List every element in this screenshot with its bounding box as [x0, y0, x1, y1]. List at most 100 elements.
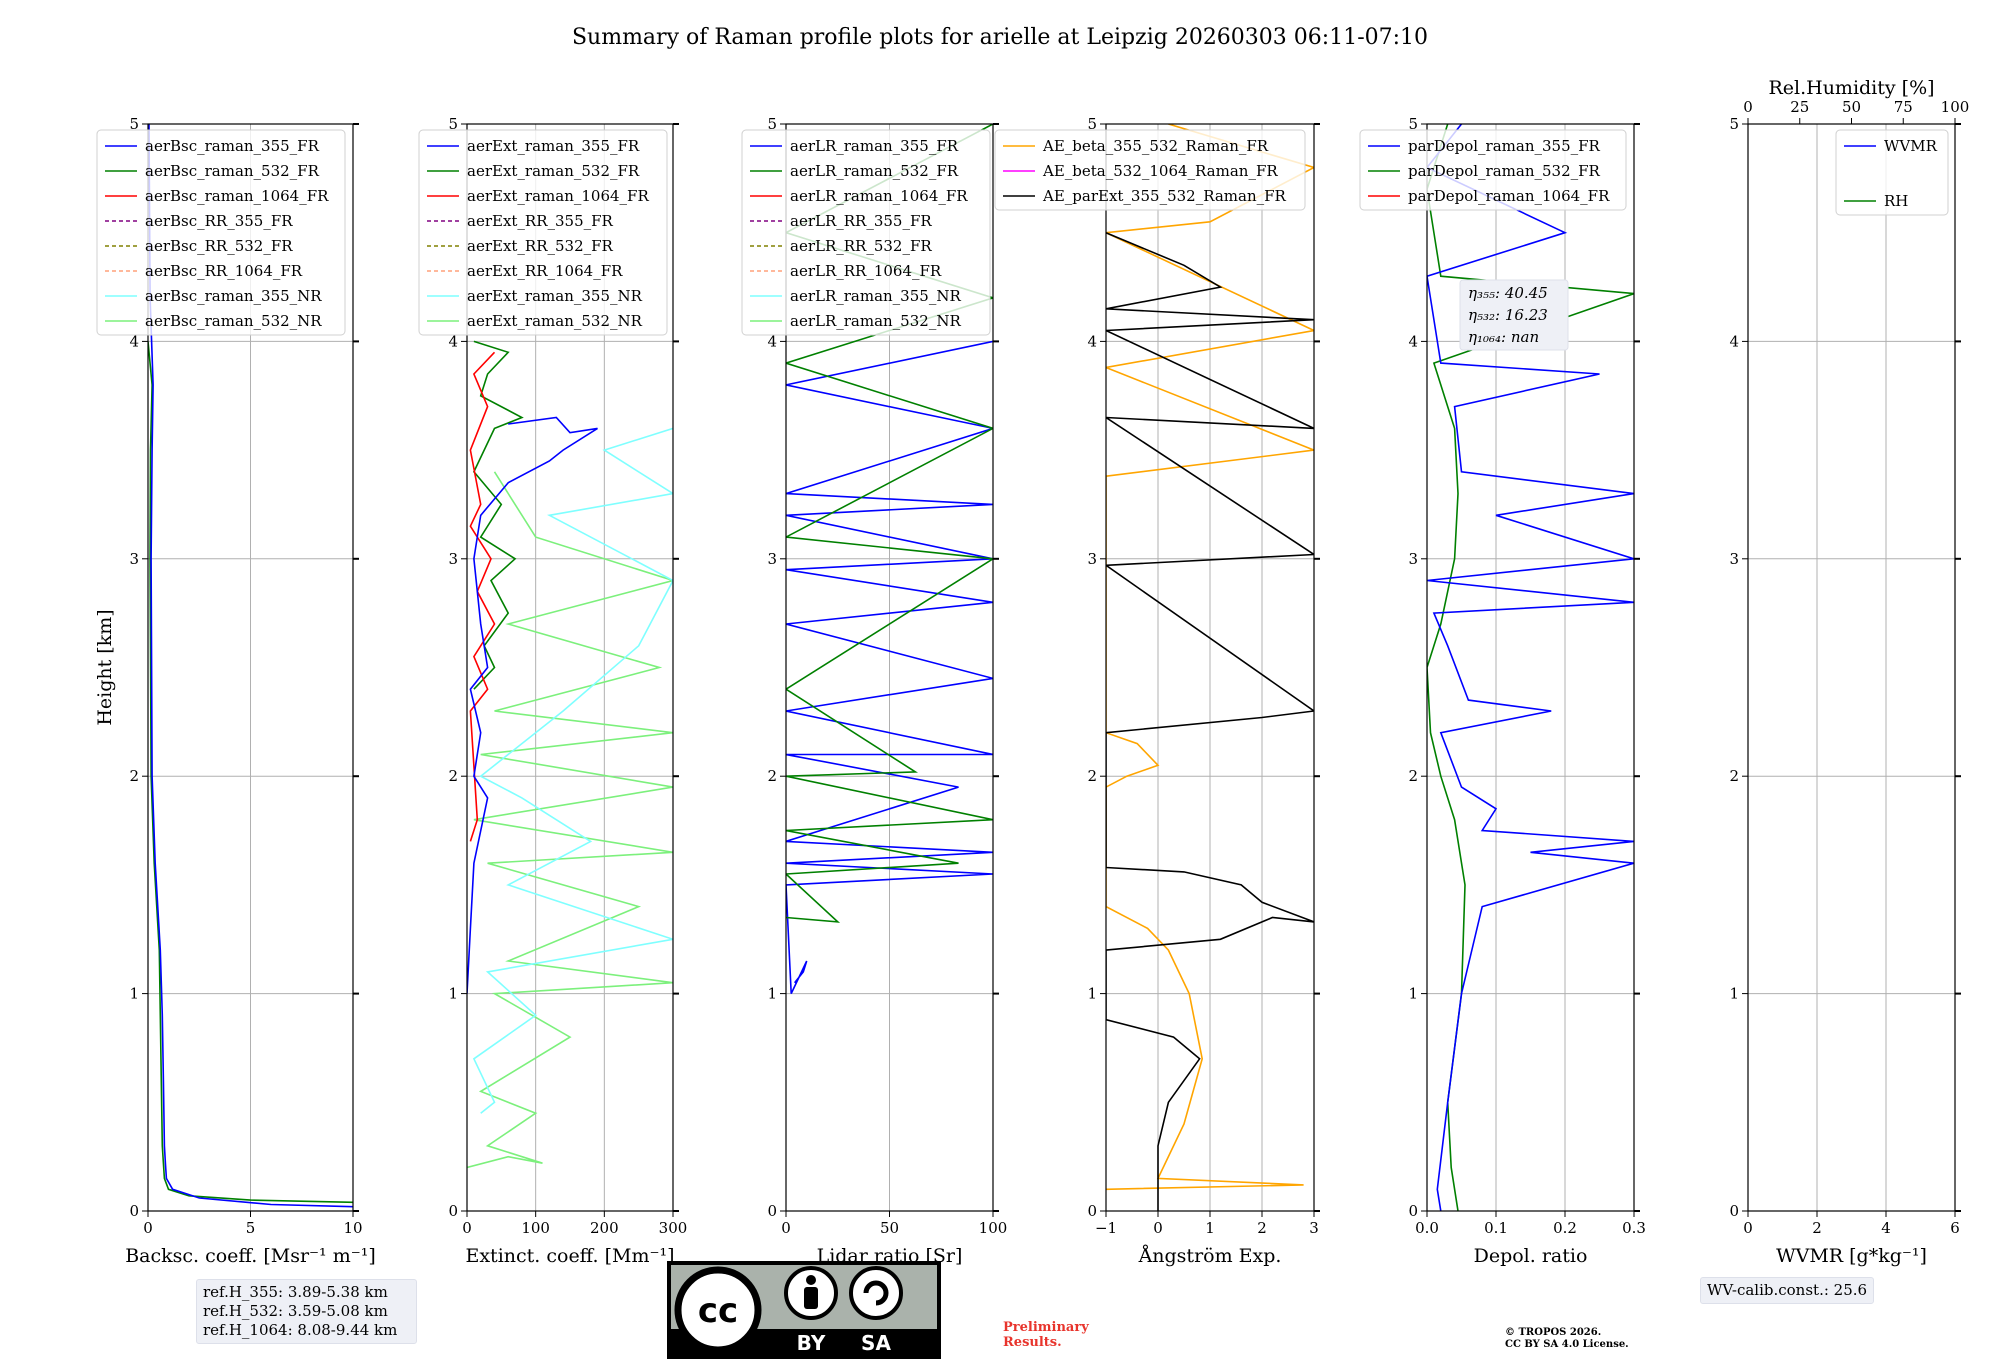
x-tick-label: 0	[462, 1219, 472, 1237]
y-tick-label: 1	[448, 985, 458, 1003]
wv-calib-const: WV-calib.const.: 25.6	[1707, 1281, 1868, 1299]
y-tick-label: 0	[767, 1202, 777, 1220]
y-tick-label: 0	[1087, 1202, 1097, 1220]
y-tick-label: 3	[1408, 550, 1418, 568]
x-tick-label: 200	[590, 1219, 619, 1237]
preliminary-line-2: Results.	[1003, 1335, 1062, 1350]
y-tick-label: 4	[767, 332, 777, 350]
legend-box	[994, 129, 1306, 211]
y-tick-label: 1	[1729, 985, 1739, 1003]
x-axis-label: Ångström Exp.	[1138, 1245, 1282, 1267]
legend-label: aerLR_raman_532_NR	[790, 312, 961, 330]
copyright-note: © TROPOS 2026. CC BY SA 4.0 License.	[1505, 1327, 1629, 1351]
legend-label: aerBsc_raman_532_FR	[145, 162, 320, 180]
y-tick-label: 5	[1729, 115, 1739, 133]
y-tick-label: 3	[767, 550, 777, 568]
figure-title: Summary of Raman profile plots for ariel…	[572, 25, 1428, 50]
y-tick-label: 1	[1408, 985, 1418, 1003]
x-tick-label: 0.3	[1622, 1219, 1646, 1237]
y-tick-label: 5	[767, 115, 777, 133]
sa-share-icon	[849, 1266, 903, 1320]
ref-height-355: ref.H_355: 3.89-5.38 km	[203, 1283, 388, 1301]
by-label: BY	[797, 1331, 826, 1355]
top-x-axis-label: Rel.Humidity [%]	[1768, 77, 1934, 99]
legend-label: aerBsc_raman_355_NR	[145, 287, 322, 305]
x-tick-label: 100	[521, 1219, 550, 1237]
legend-box	[418, 129, 668, 336]
series-aerBsc_raman_355_FR	[148, 124, 353, 1208]
x-tick-label: 0.1	[1484, 1219, 1508, 1237]
panel-depol: 0.0 0.1 0.2 0.3 0 1 2 3 4 5 Depol. ratio parDepol_r…	[1359, 115, 1646, 1267]
series-aerBsc_raman_532_FR	[148, 341, 353, 1204]
x-tick-label: 1	[1205, 1219, 1215, 1237]
top-x-tick-label: 100	[1941, 98, 1970, 116]
panel-extinction: 0 100 200 300 0 1 2 3 4 5 Extinct. coeff. [Mm⁻¹] ae…	[418, 115, 688, 1267]
series-aerExt_raman_1064_FR	[469, 351, 496, 842]
legend-label: aerBsc_RR_532_FR	[145, 237, 293, 255]
sa-label: SA	[861, 1331, 891, 1355]
y-tick-label: 4	[1729, 332, 1739, 350]
y-tick-label: 5	[448, 115, 458, 133]
legend-label: aerLR_RR_1064_FR	[790, 262, 942, 280]
panel-wvmr: 0 2 4 6 0 1 2 3 4 5 WVMR [g*kg⁻¹] 0 25 50 75 100 Rel.Hum…	[1729, 77, 1969, 1267]
legend: AE_beta_355_532_Raman_FR AE_beta_532_1064…	[994, 129, 1306, 211]
y-tick-label: 2	[767, 767, 777, 785]
y-tick-label: 0	[1408, 1202, 1418, 1220]
x-tick-label: 6	[1950, 1219, 1960, 1237]
y-tick-label: 5	[1087, 115, 1097, 133]
series-group	[1106, 124, 1314, 1211]
legend-label: aerExt_RR_355_FR	[467, 212, 614, 230]
x-tick-label: 10	[343, 1219, 362, 1237]
legend-label: aerLR_raman_355_FR	[790, 137, 959, 155]
legend-label: parDepol_raman_532_FR	[1408, 162, 1601, 180]
legend: aerExt_raman_355_FR aerExt_raman_532_FRae…	[418, 129, 668, 336]
legend-label: aerExt_raman_355_NR	[467, 287, 643, 305]
legend-box	[96, 129, 346, 336]
series-aerExt_raman_532_FR	[472, 340, 524, 690]
cc-text: cc	[698, 1291, 738, 1331]
series-parDepol_raman_355_FR	[1427, 124, 1634, 1211]
eta-annotation-box	[1459, 279, 1569, 351]
x-tick-label: 300	[659, 1219, 688, 1237]
eta-annotation-line: η₁₀₆₄: nan	[1468, 328, 1539, 346]
y-tick-label: 0	[448, 1202, 458, 1220]
preliminary-results-note: Preliminary Results.	[1003, 1320, 1089, 1350]
legend: aerBsc_raman_355_FR aerBsc_raman_532_FRae…	[96, 129, 346, 336]
y-tick-label: 2	[448, 767, 458, 785]
x-axis-label: Depol. ratio	[1474, 1245, 1588, 1267]
series-aerLR_raman_355_FR	[786, 340, 993, 994]
cc-circle-icon	[674, 1266, 762, 1354]
legend-label: aerExt_raman_355_FR	[467, 137, 640, 155]
cc-by-sa-logo: cc BY SA	[667, 1261, 941, 1359]
legend-label: parDepol_raman_355_FR	[1408, 137, 1601, 155]
eta-annotation-line: η₅₃₂: 16.23	[1468, 306, 1548, 324]
y-tick-label: 4	[1087, 332, 1097, 350]
axes-frame	[1426, 123, 1635, 1212]
y-tick-label: 3	[1729, 550, 1739, 568]
y-tick-label: 0	[129, 1202, 139, 1220]
copyright-line-2: CC BY SA 4.0 License.	[1505, 1339, 1629, 1350]
x-tick-label: 0	[143, 1219, 153, 1237]
x-tick-label: 4	[1881, 1219, 1891, 1237]
eta-annotation-line: η₃₅₅: 40.45	[1468, 284, 1548, 302]
x-tick-label: 0	[1743, 1219, 1753, 1237]
wv-calib-box: WV-calib.const.: 25.6	[1700, 1277, 1875, 1304]
y-tick-label: 4	[448, 332, 458, 350]
y-tick-label: 1	[129, 985, 139, 1003]
legend-label: aerBsc_raman_1064_FR	[145, 187, 329, 205]
x-axis-label: WVMR [g*kg⁻¹]	[1776, 1245, 1927, 1267]
legend-box	[741, 129, 991, 336]
copyright-line-1: © TROPOS 2026.	[1505, 1327, 1602, 1338]
y-tick-label: 5	[129, 115, 139, 133]
axes-frame	[466, 123, 674, 1212]
legend: aerLR_raman_355_FR aerLR_raman_532_FR aerL…	[741, 129, 991, 336]
by-person-head	[806, 1275, 816, 1285]
y-tick-label: 1	[767, 985, 777, 1003]
series-group	[148, 124, 353, 1208]
legend-label: WVMR	[1884, 137, 1938, 155]
legend-box	[1835, 129, 1949, 216]
x-tick-label: 0	[1153, 1219, 1163, 1237]
